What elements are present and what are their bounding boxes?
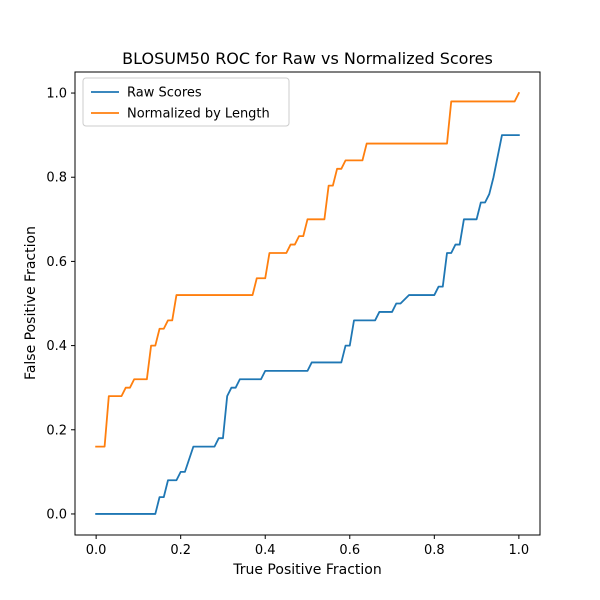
legend-box bbox=[82, 77, 290, 127]
x-tick-label: 0.8 bbox=[424, 543, 445, 558]
legend-label-2: Normalized by Length bbox=[127, 107, 270, 122]
x-tick-label: 0.4 bbox=[255, 543, 276, 558]
y-tick-label: 0.6 bbox=[46, 255, 67, 270]
x-tick-label: 0.0 bbox=[86, 543, 107, 558]
series-line-1 bbox=[95, 134, 520, 515]
x-tick-label: 0.6 bbox=[339, 543, 360, 558]
y-tick-label: 1.0 bbox=[46, 87, 67, 102]
chart-title: BLOSUM50 ROC for Raw vs Normalized Score… bbox=[122, 49, 493, 68]
legend-label-1: Raw Scores bbox=[127, 86, 202, 101]
x-tick-label: 1.0 bbox=[509, 543, 530, 558]
y-tick-label: 0.8 bbox=[46, 171, 67, 186]
y-axis-label: False Positive Fraction bbox=[23, 226, 39, 380]
y-tick-label: 0.4 bbox=[46, 339, 67, 354]
plot-area: 0.0 0.2 0.4 0.6 0.8 1.0 0.0 0.2 0.4 0.6 0.8 1.0 bbox=[46, 71, 541, 558]
series-line-2 bbox=[95, 91, 521, 448]
y-tick-label: 0.0 bbox=[46, 507, 67, 522]
plot-frame bbox=[74, 71, 541, 536]
x-tick-label: 0.2 bbox=[170, 543, 191, 558]
y-tick-label: 0.2 bbox=[46, 423, 67, 438]
x-axis-label: True Positive Fraction bbox=[232, 562, 382, 578]
legend: Raw Scores Normalized by Length bbox=[82, 77, 290, 127]
